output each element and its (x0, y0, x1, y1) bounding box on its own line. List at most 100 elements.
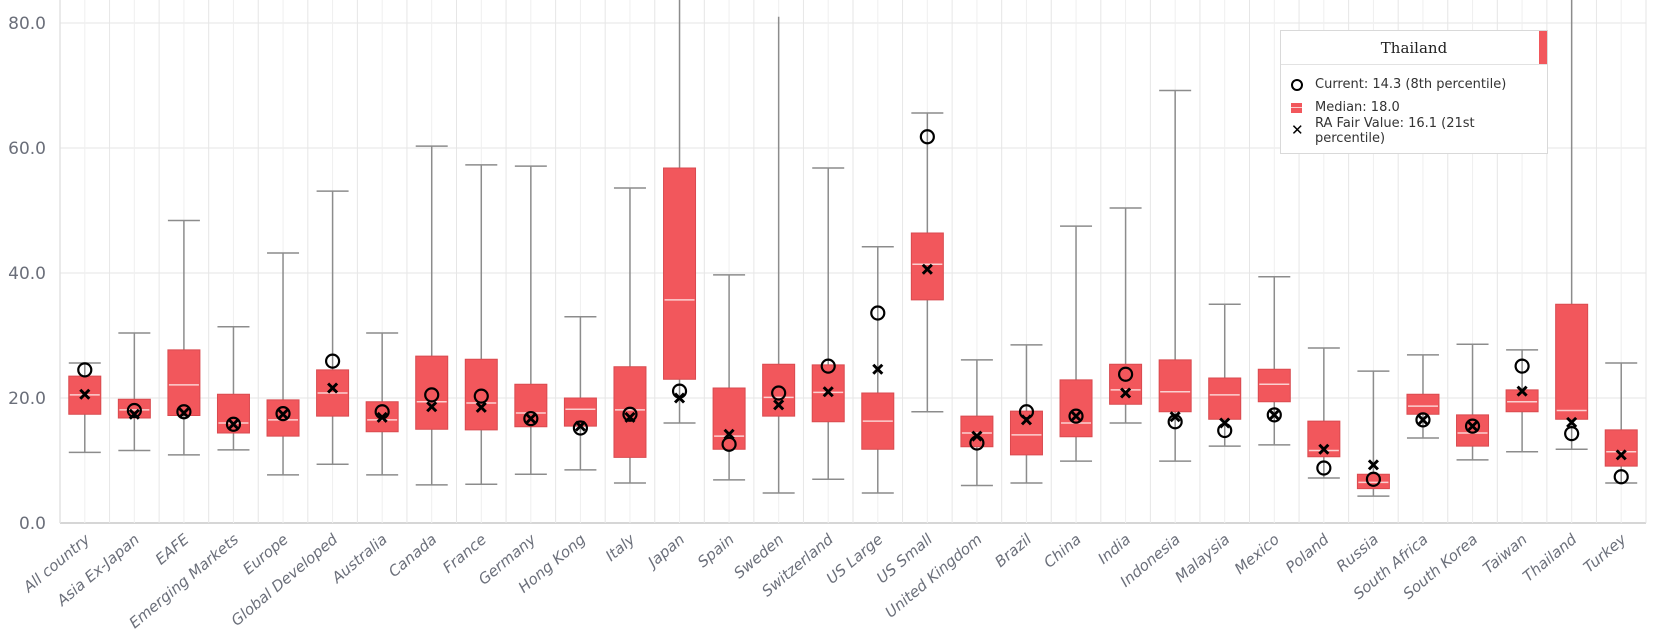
current-marker (1464, 418, 1481, 434)
iqr-box (464, 358, 498, 431)
x-tick-label: Japan (642, 530, 688, 573)
circle-icon (1291, 78, 1305, 92)
box-malaysia (1208, 303, 1242, 447)
iqr-box (712, 387, 746, 450)
current-marker (1514, 358, 1530, 374)
fair-value-marker (1318, 443, 1330, 455)
y-tick-label: 0.0 (19, 514, 46, 534)
iqr-box (1555, 303, 1589, 420)
iqr-box (1307, 420, 1341, 458)
box-switzerland (811, 167, 845, 480)
fair-value-marker (1120, 387, 1132, 399)
current-marker (225, 416, 242, 432)
box-brazil (1009, 344, 1043, 484)
fair-value-marker (1070, 410, 1082, 422)
current-marker (1415, 412, 1431, 428)
box-indonesia (1158, 89, 1192, 462)
x-tick-label: Malaysia (1172, 530, 1234, 586)
tooltip-title: Thailand (1380, 38, 1448, 57)
x-tick-label: Poland (1282, 530, 1333, 577)
tooltip-header: Thailand (1281, 31, 1547, 65)
fair-value-marker (1466, 420, 1479, 432)
x-tick-label: Thailand (1519, 530, 1580, 586)
x-tick-label: Italy (602, 530, 639, 565)
tooltip-row-fair-value: ✕ RA Fair Value: 16.1 (21st percentile) (1291, 116, 1547, 146)
iqr-box (1109, 363, 1143, 405)
current-marker (721, 436, 737, 452)
current-marker (523, 411, 539, 427)
box-china (1059, 225, 1093, 462)
fair-value-marker (773, 399, 785, 411)
current-marker (1365, 471, 1382, 487)
box-united-kingdom (960, 359, 994, 487)
current-marker (1316, 460, 1332, 476)
fair-value-marker (178, 407, 190, 419)
fair-value-marker (1615, 449, 1627, 461)
tooltip-rows: Current: 14.3 (8th percentile) Median: 1… (1281, 65, 1547, 146)
current-marker (1018, 404, 1035, 420)
current-marker (473, 388, 489, 404)
current-marker (919, 129, 935, 145)
current-marker (969, 435, 985, 451)
fair-value-marker (227, 418, 240, 430)
tooltip-row-median: Median: 18.0 (1291, 96, 1547, 119)
box-poland (1307, 347, 1341, 479)
box-india (1109, 207, 1143, 424)
y-tick-label: 80.0 (8, 14, 46, 34)
iqr-box (1406, 393, 1440, 415)
current-marker (572, 420, 589, 436)
tooltip-row-current: Current: 14.3 (8th percentile) (1291, 73, 1547, 96)
current-marker (1068, 408, 1084, 424)
tooltip-current-label: Current: 14.3 (8th percentile) (1315, 77, 1507, 92)
box-spain (712, 274, 746, 481)
fair-value-marker (723, 428, 735, 440)
fair-value-marker (1367, 459, 1379, 471)
iqr-box (514, 383, 548, 428)
current-marker (1117, 366, 1134, 382)
box-hong-kong (563, 316, 597, 471)
box-taiwan (1505, 349, 1539, 453)
box-australia (365, 332, 399, 476)
box-all-country (68, 362, 102, 454)
iqr-box (1257, 368, 1291, 403)
current-marker (324, 353, 341, 369)
fair-value-marker (1417, 414, 1429, 426)
current-marker (1613, 469, 1629, 485)
x-tick-label: Brazil (991, 530, 1035, 571)
current-marker (771, 385, 787, 401)
x-mark-icon: ✕ (1291, 120, 1304, 139)
box-canada (415, 145, 449, 486)
box-europe (266, 252, 300, 476)
box-emerging-markets (216, 326, 250, 451)
box-us-large (861, 246, 895, 494)
fair-value-marker (1268, 409, 1280, 421)
iqr-box (910, 232, 944, 301)
iqr-box (216, 393, 250, 434)
iqr-box (613, 366, 647, 458)
current-marker (126, 402, 142, 419)
iqr-box (1158, 359, 1192, 413)
box-turkey (1604, 362, 1638, 485)
box-japan (663, 0, 697, 424)
iqr-box (1208, 377, 1242, 420)
box-global-developed (316, 190, 350, 465)
current-marker (1564, 426, 1580, 442)
median-box-icon (1291, 101, 1305, 115)
current-marker (374, 404, 390, 420)
fair-value-marker (475, 401, 487, 413)
x-tick-label: India (1094, 530, 1134, 567)
x-tick-label: Mexico (1231, 530, 1283, 578)
box-mexico (1257, 276, 1291, 446)
box-germany (514, 165, 548, 475)
box-russia (1356, 370, 1390, 497)
current-marker (622, 406, 638, 422)
y-tick-label: 60.0 (8, 139, 46, 159)
fair-value-marker (277, 408, 289, 420)
x-tick-label: Spain (694, 530, 738, 571)
fair-value-marker (1516, 385, 1528, 397)
fair-value-marker (1169, 411, 1181, 423)
fair-value-marker (1566, 416, 1578, 428)
iqr-box (1356, 473, 1390, 490)
